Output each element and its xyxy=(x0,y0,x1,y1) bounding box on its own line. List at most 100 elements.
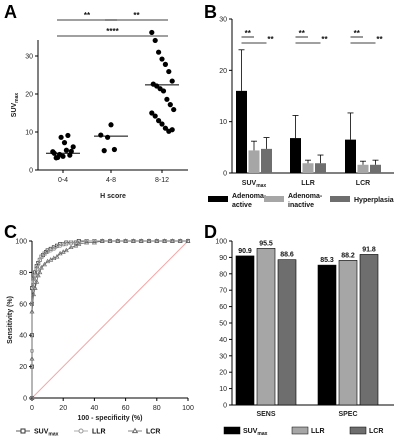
c-data-point xyxy=(146,238,152,243)
d-x-tick-label: SPEC xyxy=(338,411,357,418)
panel-letter-b: B xyxy=(204,2,217,22)
c-data-point xyxy=(68,240,74,245)
c-data-point xyxy=(91,239,97,245)
b-y-tick-label: 0 xyxy=(223,171,227,178)
c-data-point xyxy=(29,395,35,400)
b-y-tick-label: 10 xyxy=(219,119,227,126)
a-data-point xyxy=(159,56,165,62)
a-data-point xyxy=(149,110,155,116)
d-bar xyxy=(235,255,255,406)
b-legend-swatch xyxy=(264,196,284,202)
a-y-tick-label: 20 xyxy=(25,92,33,99)
b-significance-label: ** xyxy=(299,29,306,38)
a-data-point xyxy=(63,147,69,153)
a-data-point xyxy=(156,118,162,124)
d-bar xyxy=(256,248,276,406)
c-data-point xyxy=(185,238,191,243)
b-significance-label: ** xyxy=(245,29,252,38)
c-legend-label: LCR xyxy=(146,429,160,436)
panel-letter-a: A xyxy=(4,2,17,22)
d-bar xyxy=(317,264,337,406)
b-bar xyxy=(370,164,381,173)
d-y-tick-label: 90 xyxy=(219,255,227,262)
d-legend-label: LLR xyxy=(311,428,325,435)
c-data-point xyxy=(64,242,69,247)
c-data-point xyxy=(130,238,136,243)
panel-c-chart: 0 20 40 60 80 100 0 20 40 60 80 100 100 - specificit… xyxy=(7,238,194,438)
c-data-point xyxy=(107,238,113,243)
a-data-point xyxy=(169,127,175,133)
d-bar xyxy=(277,259,297,406)
d-y-tick-label: 80 xyxy=(219,271,227,278)
d-y-tick-label: 70 xyxy=(219,288,227,295)
b-significance-label: ** xyxy=(267,35,274,44)
d-y-tick-label: 50 xyxy=(219,321,227,328)
a-data-point xyxy=(111,146,117,153)
d-y-tick-label: 0 xyxy=(223,403,227,410)
b-significance-label: ** xyxy=(354,29,361,38)
c-data-point xyxy=(35,272,41,278)
c-data-point xyxy=(37,257,42,262)
b-bar xyxy=(345,139,356,173)
d-y-tick-label: 30 xyxy=(219,353,227,360)
a-data-point xyxy=(156,49,162,55)
c-data-point xyxy=(29,301,35,306)
d-y-tick-label: 10 xyxy=(219,386,227,393)
c-data-point xyxy=(38,264,44,270)
c-data-point xyxy=(31,291,37,297)
a-x-tick-label: 8-12 xyxy=(155,177,169,184)
a-data-point xyxy=(159,121,165,127)
c-x-tick-label: 60 xyxy=(122,405,130,412)
a-data-point xyxy=(68,148,74,154)
panel-letter-d: D xyxy=(204,222,217,242)
c-legend-marker xyxy=(20,428,26,434)
b-bar xyxy=(261,148,272,173)
b-legend-label: active xyxy=(232,202,252,209)
c-data-point xyxy=(32,285,38,290)
a-data-point xyxy=(105,134,111,140)
c-legend-marker xyxy=(78,428,84,434)
c-data-point xyxy=(162,238,168,243)
d-value-label: 90.9 xyxy=(238,248,252,255)
d-y-tick-label: 40 xyxy=(219,337,227,344)
c-x-tick-label: 100 xyxy=(182,405,194,412)
c-data-point xyxy=(63,247,69,253)
c-y-tick-label: 20 xyxy=(19,364,27,371)
c-reference-line xyxy=(31,240,189,399)
b-legend-label: Adenoma- xyxy=(288,193,323,200)
a-data-point xyxy=(101,148,107,154)
a-x-tick-label: 0-4 xyxy=(58,177,68,184)
b-y-tick-label: 20 xyxy=(219,68,227,75)
c-data-point xyxy=(154,238,160,243)
d-value-label: 91.8 xyxy=(362,246,376,253)
d-value-label: 88.6 xyxy=(280,252,294,259)
c-data-point xyxy=(115,238,121,243)
c-y-tick-label: 40 xyxy=(19,333,27,340)
a-y-tick-label: 30 xyxy=(25,54,33,61)
c-x-axis-label: 100 - specificity (%) xyxy=(78,415,143,422)
a-data-point xyxy=(70,144,76,150)
b-bar xyxy=(315,163,326,173)
c-data-point xyxy=(29,308,35,314)
panel-letter-c: C xyxy=(4,222,17,242)
c-legend-label: SUVmax xyxy=(34,429,59,438)
c-data-point xyxy=(68,244,74,250)
c-data-point xyxy=(39,254,44,259)
a-data-point xyxy=(98,132,104,138)
b-y-tick-label: 30 xyxy=(219,17,227,24)
c-data-point xyxy=(53,245,58,250)
c-y-tick-label: 0 xyxy=(23,396,27,403)
a-data-point xyxy=(171,106,177,113)
panel-d-chart: 0 10 20 30 40 50 60 70 80 90 100 90.9 95.5 88.6 SENS 85… xyxy=(215,239,394,437)
d-legend-label: LCR xyxy=(369,428,383,435)
a-y-axis-label: SUVmax xyxy=(11,93,20,118)
a-data-point xyxy=(166,68,172,75)
d-legend-label: SUVmax xyxy=(243,428,268,437)
c-data-point xyxy=(34,279,40,284)
c-x-tick-label: 20 xyxy=(59,405,67,412)
a-data-point xyxy=(152,37,158,44)
d-x-tick-label: SENS xyxy=(256,411,275,418)
d-y-tick-label: 20 xyxy=(219,370,227,377)
